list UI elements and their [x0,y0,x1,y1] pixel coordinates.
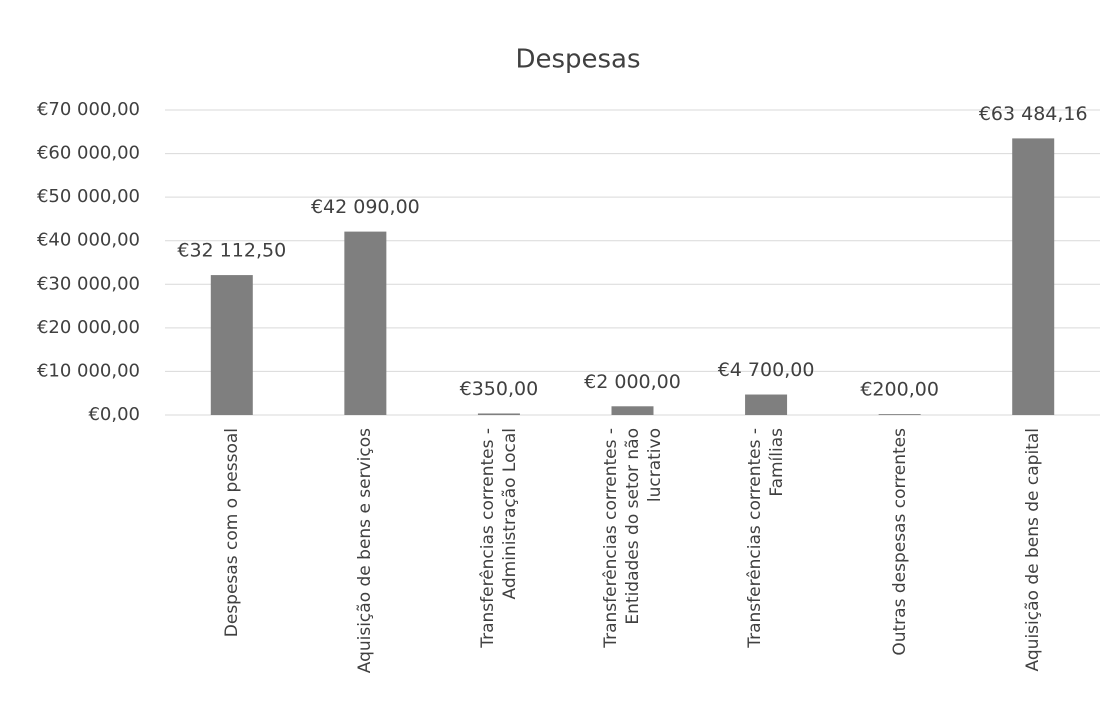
y-tick-label: €30 000,00 [37,273,140,294]
data-label: €63 484,16 [979,103,1088,125]
bar [344,231,387,415]
x-tick-label: Transferências correntes - Famílias [745,428,788,648]
data-label: €42 090,00 [311,196,420,218]
data-label: €2 000,00 [584,371,681,393]
y-tick-label: €60 000,00 [37,143,140,164]
bar [477,413,520,415]
y-tick-label: €40 000,00 [37,230,140,251]
bar [745,394,788,415]
data-label: €32 112,50 [177,240,286,262]
bar [878,414,921,415]
y-tick-label: €0,00 [88,404,140,425]
y-tick-label: €50 000,00 [37,186,140,207]
bar [1012,138,1055,415]
x-tick-label: Aquisição de bens de capital [1023,428,1044,672]
chart-title: Despesas [515,45,640,75]
data-label: €200,00 [860,379,939,401]
data-label: €4 700,00 [718,359,815,381]
x-tick-label: Transferências correntes - Entidades do … [600,428,665,648]
y-tick-label: €70 000,00 [37,99,140,120]
x-tick-label: Outras despesas correntes [889,428,910,656]
bar [210,275,253,415]
x-tick-label: Aquisição de bens e serviços [355,428,376,674]
y-tick-label: €20 000,00 [37,317,140,338]
bar [611,406,654,415]
y-tick-label: €10 000,00 [37,360,140,381]
data-label: €350,00 [460,378,539,400]
x-tick-label: Transferências correntes - Administração… [477,428,520,648]
x-tick-label: Despesas com o pessoal [221,428,242,638]
